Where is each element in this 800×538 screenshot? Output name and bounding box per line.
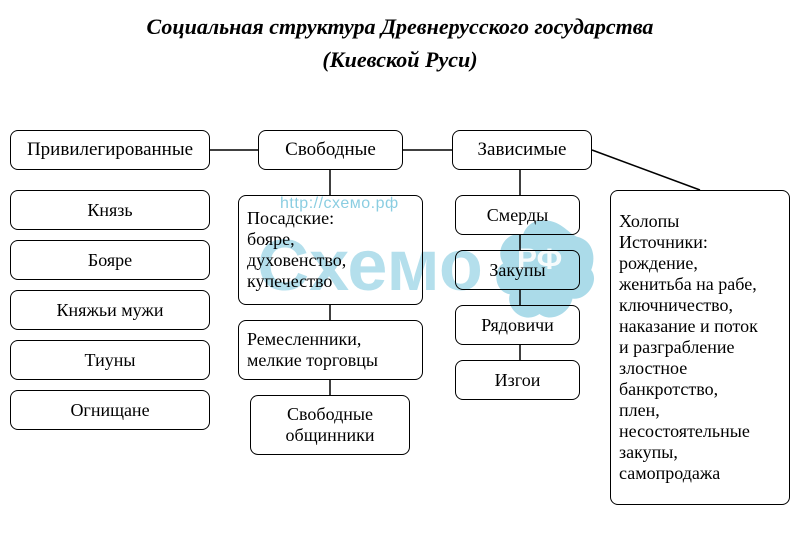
privileged-item: Огнищане bbox=[10, 390, 210, 430]
privileged-item-label: Огнищане bbox=[70, 400, 149, 421]
dependent-item: Закупы bbox=[455, 250, 580, 290]
column-header-dependent-label: Зависимые bbox=[478, 139, 567, 161]
dependent-item: Изгои bbox=[455, 360, 580, 400]
free-item-label: Ремесленники, мелкие торговцы bbox=[247, 329, 378, 371]
dependent-item-label: Рядовичи bbox=[481, 315, 554, 336]
dependent-item-label: Изгои bbox=[495, 370, 541, 391]
callout-text: Холопы Источники: рождение, женитьба на … bbox=[619, 211, 758, 484]
column-header-dependent: Зависимые bbox=[452, 130, 592, 170]
free-item: Посадские: бояре, духовенство, купечеств… bbox=[238, 195, 423, 305]
diagram-title: Социальная структура Древнерусского госу… bbox=[0, 0, 800, 76]
privileged-item: Бояре bbox=[10, 240, 210, 280]
privileged-item-label: Бояре bbox=[88, 250, 132, 271]
free-item: Ремесленники, мелкие торговцы bbox=[238, 320, 423, 380]
privileged-item: Князь bbox=[10, 190, 210, 230]
privileged-item: Княжьи мужи bbox=[10, 290, 210, 330]
privileged-item-label: Тиуны bbox=[85, 350, 136, 371]
title-line-1: Социальная структура Древнерусского госу… bbox=[0, 10, 800, 43]
dependent-item-label: Смерды bbox=[487, 205, 548, 226]
title-line-2: (Киевской Руси) bbox=[0, 43, 800, 76]
free-item: Свободные общинники bbox=[250, 395, 410, 455]
privileged-item: Тиуны bbox=[10, 340, 210, 380]
privileged-item-label: Князь bbox=[87, 200, 132, 221]
column-header-privileged-label: Привилегированные bbox=[27, 139, 193, 161]
free-item-label: Посадские: бояре, духовенство, купечеств… bbox=[247, 208, 346, 292]
callout-box: Холопы Источники: рождение, женитьба на … bbox=[610, 190, 790, 505]
privileged-item-label: Княжьи мужи bbox=[57, 300, 164, 321]
column-header-privileged: Привилегированные bbox=[10, 130, 210, 170]
free-item-label: Свободные общинники bbox=[286, 404, 375, 446]
column-header-free-label: Свободные bbox=[285, 139, 376, 161]
column-header-free: Свободные bbox=[258, 130, 403, 170]
dependent-item: Рядовичи bbox=[455, 305, 580, 345]
dependent-item-label: Закупы bbox=[489, 260, 545, 281]
dependent-item: Смерды bbox=[455, 195, 580, 235]
